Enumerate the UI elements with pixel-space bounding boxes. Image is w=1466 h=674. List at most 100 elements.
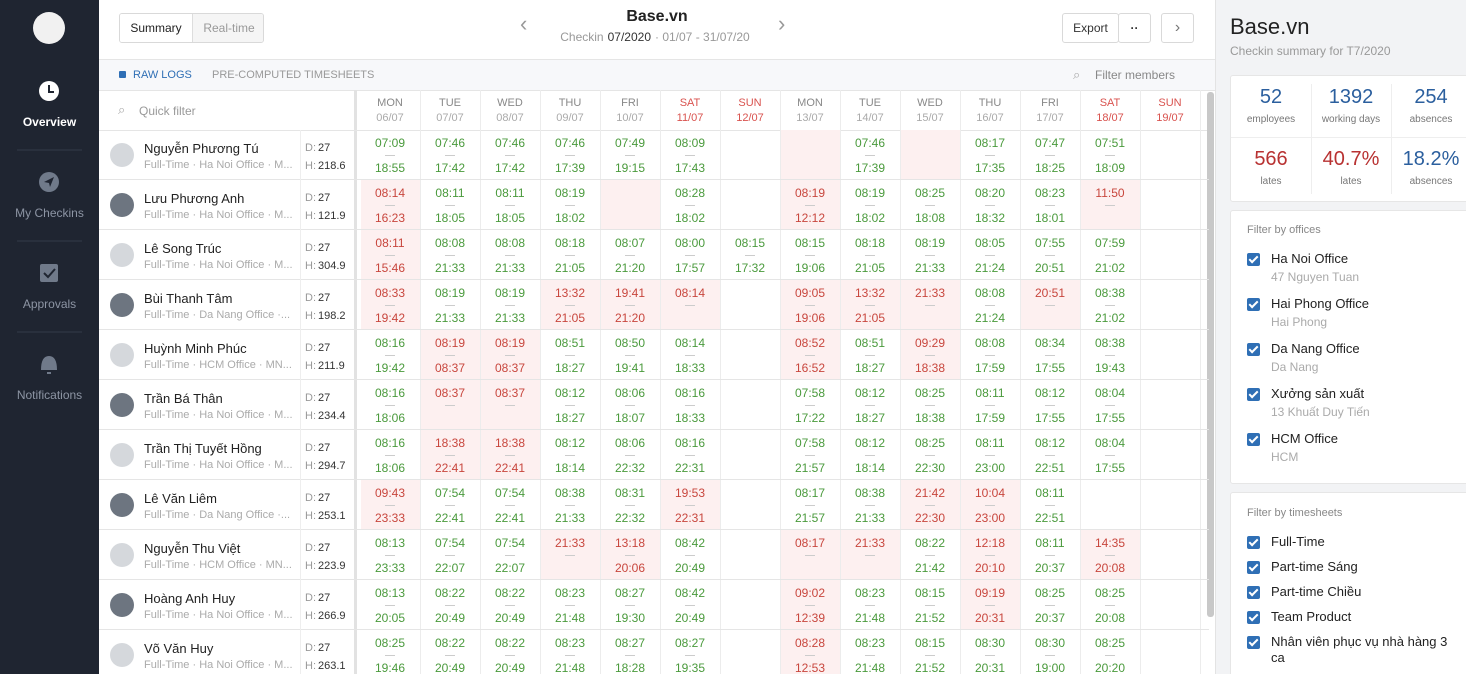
check-in[interactable]: 08:22 <box>914 536 946 550</box>
check-out[interactable]: 23:33 <box>374 511 406 525</box>
check-in[interactable]: 08:16 <box>374 336 406 350</box>
check-out[interactable]: 21:05 <box>854 311 886 325</box>
check-in[interactable]: 14:35 <box>1094 536 1126 550</box>
check-out[interactable]: 22:41 <box>434 511 466 525</box>
check-in[interactable]: 19:41 <box>614 286 646 300</box>
check-in[interactable]: 08:16 <box>374 436 406 450</box>
check-in[interactable]: 08:42 <box>674 536 706 550</box>
check-in[interactable]: 13:18 <box>614 536 646 550</box>
checkbox[interactable] <box>1247 253 1260 266</box>
check-in[interactable]: 08:11 <box>435 186 465 200</box>
check-in[interactable]: 08:23 <box>554 636 586 650</box>
check-out[interactable]: 22:32 <box>614 511 646 525</box>
check-in[interactable]: 08:30 <box>1034 636 1066 650</box>
check-out[interactable]: 20:10 <box>974 561 1006 575</box>
office-name[interactable]: Da Nang Office <box>1271 341 1360 356</box>
check-in[interactable]: 12:18 <box>974 536 1006 550</box>
check-out[interactable]: 18:02 <box>554 211 586 225</box>
more-button[interactable]: ·· <box>1118 13 1151 43</box>
check-in[interactable]: 07:58 <box>794 436 826 450</box>
nav-item[interactable]: Overview <box>22 115 77 129</box>
check-in[interactable]: 08:07 <box>614 236 646 250</box>
check-out[interactable]: 20:49 <box>494 661 526 674</box>
check-out[interactable]: 23:33 <box>374 561 406 575</box>
check-out[interactable]: 22:41 <box>494 461 526 475</box>
check-in[interactable]: 18:38 <box>434 436 466 450</box>
check-out[interactable]: 23:00 <box>974 461 1006 475</box>
check-out[interactable]: 18:05 <box>494 211 526 225</box>
check-out[interactable]: 23:00 <box>974 511 1006 525</box>
check-in[interactable]: 08:25 <box>374 636 406 650</box>
check-out[interactable]: 18:33 <box>674 361 706 375</box>
check-out[interactable]: 12:12 <box>794 211 826 225</box>
check-out[interactable]: 22:07 <box>434 561 466 575</box>
check-out[interactable]: 21:05 <box>854 261 886 275</box>
check-out[interactable]: 20:49 <box>434 611 466 625</box>
check-out[interactable]: 21:42 <box>914 561 946 575</box>
checkbox[interactable] <box>1247 388 1260 401</box>
check-out[interactable]: 21:24 <box>974 311 1006 325</box>
check-in[interactable]: 08:16 <box>674 386 706 400</box>
check-in[interactable]: 08:13 <box>374 536 406 550</box>
check-out[interactable]: 17:55 <box>1034 411 1066 425</box>
check-in[interactable]: 20:51 <box>1034 286 1066 300</box>
check-out[interactable]: 12:53 <box>794 661 826 674</box>
check-in[interactable]: 08:27 <box>614 636 646 650</box>
check-in[interactable]: 08:08 <box>974 336 1006 350</box>
check-in[interactable]: 08:18 <box>554 236 586 250</box>
timesheet-name[interactable]: Full-Time <box>1271 534 1325 549</box>
check-out[interactable]: 21:20 <box>614 311 646 325</box>
check-out[interactable]: 16:23 <box>374 211 406 225</box>
check-out[interactable]: 20:37 <box>1034 611 1066 625</box>
check-in[interactable]: 08:12 <box>554 386 586 400</box>
check-out[interactable]: 19:43 <box>1094 361 1126 375</box>
check-in[interactable]: 08:19 <box>434 336 466 350</box>
check-out[interactable]: 16:52 <box>794 361 826 375</box>
check-out[interactable]: 18:38 <box>914 411 946 425</box>
check-out[interactable]: 20:51 <box>1034 261 1066 275</box>
check-out[interactable]: 17:32 <box>734 261 766 275</box>
check-out[interactable]: 19:42 <box>374 361 406 375</box>
nav-item[interactable]: Approvals <box>22 297 77 311</box>
check-in[interactable]: 08:11 <box>1035 536 1065 550</box>
check-out[interactable]: 19:00 <box>1034 661 1066 674</box>
office-name[interactable]: Ha Noi Office <box>1271 251 1349 266</box>
nav-item[interactable]: My Checkins <box>15 206 84 220</box>
check-in[interactable]: 13:32 <box>854 286 886 300</box>
check-in[interactable]: 21:42 <box>914 486 946 500</box>
row[interactable] <box>99 180 1209 230</box>
check-in[interactable]: 08:51 <box>854 336 886 350</box>
prev-arrow[interactable]: ‹ <box>520 11 528 36</box>
check-in[interactable]: 07:54 <box>494 536 526 550</box>
check-out[interactable]: 19:06 <box>794 311 826 325</box>
check-out[interactable]: 17:57 <box>674 261 706 275</box>
check-out[interactable]: 21:33 <box>854 511 886 525</box>
check-in[interactable]: 07:55 <box>1034 236 1066 250</box>
quick-filter[interactable]: Quick filter <box>139 104 196 118</box>
check-in[interactable]: 08:19 <box>494 286 526 300</box>
check-in[interactable]: 08:23 <box>854 636 886 650</box>
check-in[interactable]: 08:11 <box>975 436 1005 450</box>
check-in[interactable]: 08:37 <box>494 386 526 400</box>
check-out[interactable]: 18:27 <box>554 361 586 375</box>
check-out[interactable]: 18:02 <box>674 211 706 225</box>
check-in[interactable]: 09:43 <box>374 486 406 500</box>
row[interactable] <box>99 580 1209 630</box>
check-in[interactable]: 08:15 <box>914 636 946 650</box>
checkbox[interactable] <box>1247 611 1260 624</box>
check-in[interactable]: 08:28 <box>794 636 826 650</box>
check-out[interactable]: 22:41 <box>494 511 526 525</box>
check-in[interactable]: 08:12 <box>1034 436 1066 450</box>
check-in[interactable]: 08:27 <box>674 636 706 650</box>
check-in[interactable]: 08:19 <box>854 186 886 200</box>
check-in[interactable]: 08:20 <box>974 186 1006 200</box>
check-out[interactable]: 21:33 <box>434 311 466 325</box>
check-in[interactable]: 08:25 <box>914 186 946 200</box>
check-out[interactable]: 21:20 <box>614 261 646 275</box>
check-out[interactable]: 19:30 <box>614 611 646 625</box>
check-in[interactable]: 08:22 <box>434 636 466 650</box>
check-out[interactable]: 15:46 <box>374 261 406 275</box>
check-in[interactable]: 08:17 <box>794 486 826 500</box>
check-out[interactable]: 22:31 <box>674 461 706 475</box>
check-out[interactable]: 21:24 <box>974 261 1006 275</box>
